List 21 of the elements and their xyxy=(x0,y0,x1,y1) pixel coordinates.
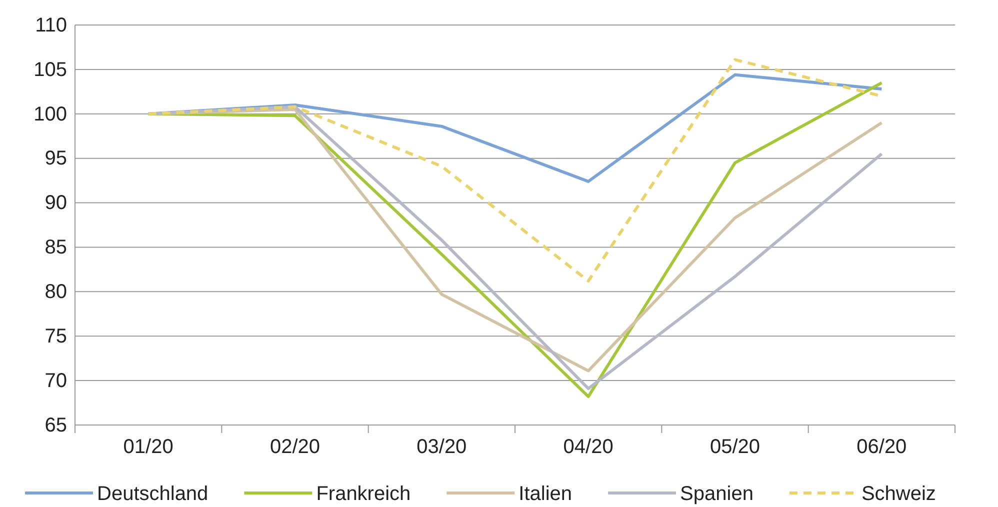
y-tick-label: 105 xyxy=(34,58,67,81)
legend-label: Schweiz xyxy=(861,483,936,505)
x-tick-label: 05/20 xyxy=(710,436,760,458)
y-tick-label: 65 xyxy=(44,414,67,436)
y-tick-label: 110 xyxy=(35,14,67,36)
legend-label: Italien xyxy=(518,483,572,505)
x-tick-label: 04/20 xyxy=(563,436,614,458)
x-tick-label: 01/20 xyxy=(123,436,174,458)
x-tick-label: 06/20 xyxy=(856,436,907,458)
y-tick-label: 80 xyxy=(44,281,67,304)
y-tick-label: 75 xyxy=(44,326,67,348)
y-tick-label: 95 xyxy=(44,148,67,170)
y-tick-label: 90 xyxy=(44,192,67,214)
legend-label: Frankreich xyxy=(316,483,411,505)
y-tick-label: 100 xyxy=(34,103,67,126)
legend-label: Spanien xyxy=(680,483,754,505)
y-tick-label: 70 xyxy=(44,370,67,392)
y-tick-label: 85 xyxy=(44,236,67,259)
x-tick-label: 03/20 xyxy=(416,436,467,458)
x-tick-label: 02/20 xyxy=(270,436,320,458)
legend-label: Deutschland xyxy=(97,483,208,505)
